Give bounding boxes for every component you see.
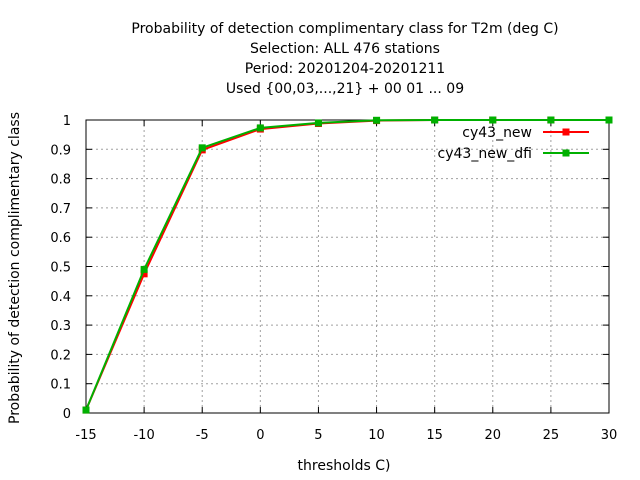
y-tick-label: 1	[63, 114, 71, 129]
y-tick-label: 0.5	[50, 261, 71, 276]
data-point-cy43_new_dfi	[314, 119, 322, 127]
legend: cy43_new cy43_new_dfi	[438, 125, 589, 162]
series-line-cy43_new	[85, 119, 609, 411]
x-tick-label: -15	[75, 428, 96, 443]
grid-lines	[86, 120, 609, 413]
x-tick-label: -5	[196, 428, 209, 443]
data-point-cy43_new_dfi	[373, 116, 381, 124]
data-point-cy43_new_dfi	[547, 116, 555, 124]
data-point-cy43_new_dfi	[489, 116, 497, 124]
x-tick-label: -10	[133, 428, 154, 443]
data-point-cy43_new_dfi	[605, 116, 613, 124]
plot-border	[85, 119, 610, 414]
x-tick-label: 0	[256, 428, 264, 443]
y-tick-label: 0.2	[50, 348, 71, 363]
chart-title-line-3: Period: 20201204-20201211	[244, 61, 446, 77]
series-layer	[82, 116, 613, 414]
data-point-cy43_new_dfi	[431, 116, 439, 124]
data-point-cy43_new	[140, 270, 148, 278]
data-point-cy43_new_dfi	[140, 265, 148, 273]
legend-swatch-marker	[562, 128, 570, 136]
y-tick-label: 0.6	[50, 231, 71, 246]
legend-label: cy43_new_dfi	[438, 146, 532, 162]
x-axis-label: thresholds C)	[298, 458, 391, 474]
data-point-cy43_new_dfi	[82, 406, 90, 414]
x-tick-label: 5	[314, 428, 322, 443]
x-tick-label: 25	[543, 428, 560, 443]
y-tick-label: 0	[63, 407, 71, 422]
y-axis-label: Probability of detection complimentary c…	[7, 112, 23, 424]
y-tick-label: 0.4	[50, 290, 71, 305]
tick-labels: -15 -10 -5 0 5 10 15 20 25 30 0 0.1 0.2 0.3 0.4 0.5 0.6 0…	[50, 114, 617, 443]
y-tick-label: 0.8	[50, 173, 71, 188]
y-tick-label: 0.7	[50, 202, 71, 217]
legend-label: cy43_new	[462, 125, 532, 141]
chart-title-line-4: Used {00,03,...,21} + 00 01 ... 09	[225, 81, 465, 97]
data-point-cy43_new_dfi	[256, 124, 264, 132]
x-tick-label: 10	[368, 428, 385, 443]
chart-title-line-1: Probability of detection complimentary c…	[131, 21, 559, 37]
legend-swatch-marker	[562, 149, 570, 157]
series-line-cy43_new_dfi	[85, 119, 609, 411]
x-tick-label: 15	[426, 428, 443, 443]
y-tick-label: 0.3	[50, 319, 71, 334]
x-tick-label: 20	[485, 428, 502, 443]
y-tick-label: 0.9	[50, 143, 71, 158]
x-tick-label: 30	[601, 428, 618, 443]
data-point-cy43_new_dfi	[198, 144, 206, 152]
y-tick-label: 0.1	[50, 378, 71, 393]
chart-title-line-2: Selection: ALL 476 stations	[250, 41, 440, 57]
